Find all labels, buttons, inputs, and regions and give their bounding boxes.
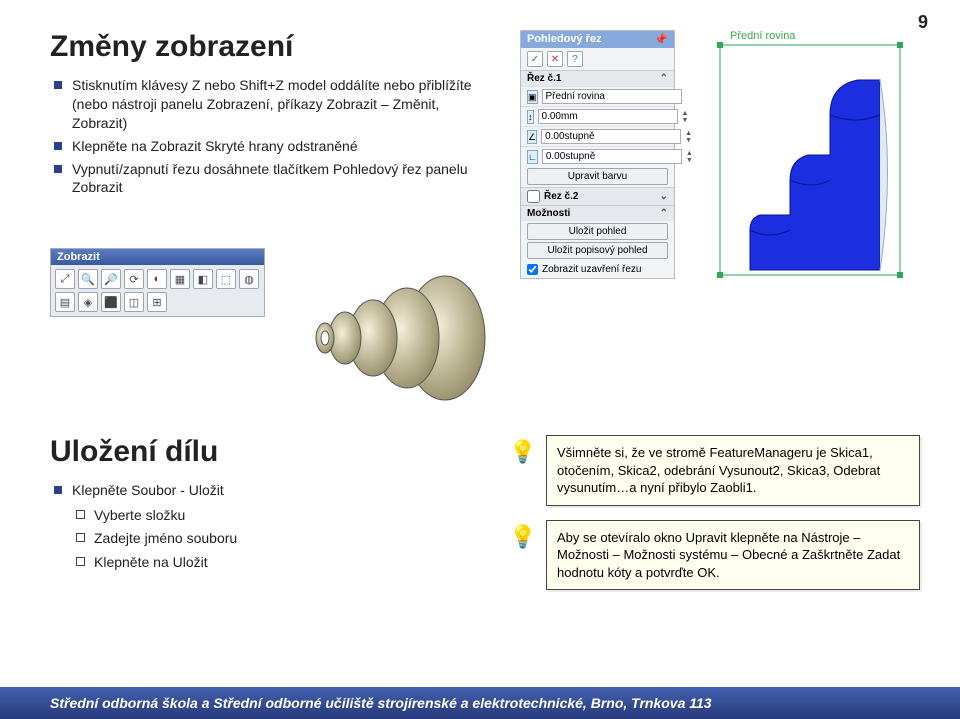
toolbar-icon[interactable]: ▦ [170,269,190,289]
section2-title: Uložení dílu [50,435,450,469]
panel-header: Pohledový řez 📌 [521,31,674,48]
section-view-panel: Pohledový řez 📌 ✓ ✕ ? Řez č.1⌃ ▣ ↕ ▲▼ ∠ … [520,30,675,279]
toolbar-icon[interactable]: ⬛ [101,292,121,312]
toolbar-icon[interactable]: ▤ [55,292,75,312]
lightbulb-icon: 💡 [510,435,536,469]
save-sub-3: Klepněte na Uložit [72,553,450,573]
callout-feature-tree: Všimněte si, že ve stromě FeatureManager… [546,435,920,506]
toolbar-icon[interactable]: ◈ [78,292,98,312]
toolbar-icon[interactable]: ⤢ [55,269,75,289]
view-toolbar-title: Zobrazit [51,249,264,265]
toolbar-icon[interactable]: 🔎 [101,269,121,289]
show-cap-checkbox[interactable] [527,264,538,275]
save-view-button[interactable]: Uložit pohled [527,223,668,240]
toolbar-icon[interactable]: ⊞ [147,292,167,312]
collapse-icon[interactable]: ⌃ [660,208,668,219]
panel-title: Pohledový řez [527,33,602,46]
save-bullet-text: Klepněte Soubor - Uložit [72,482,224,498]
show-cap-label: Zobrazit uzavření řezu [542,264,642,275]
sect1-label: Řez č.1 [527,73,561,84]
opts-label: Možnosti [527,208,570,219]
angle2-input[interactable] [542,149,682,164]
offset-icon[interactable]: ↕ [527,110,534,124]
bullet-2: Klepněte na Zobrazit Skryté hrany odstra… [50,137,490,156]
save-bullet: Klepněte Soubor - Uložit Vyberte složku … [50,481,450,573]
bullet-3: Vypnutí/zapnutí řezu dosáhnete tlačítkem… [50,160,490,198]
toolbar-icon[interactable]: ◫ [124,292,144,312]
plane-icon[interactable]: ▣ [527,90,538,104]
save-sub-1: Vyberte složku [72,506,450,526]
plane-input[interactable] [542,89,682,104]
edit-color-button[interactable]: Upravit barvu [527,168,668,185]
toolbar-icon[interactable]: ◐ [147,269,167,289]
save-sub-2: Zadejte jméno souboru [72,529,450,549]
angle1-icon[interactable]: ∠ [527,130,537,144]
cutaway-3d-view: Přední rovina [690,30,920,300]
panel-pin-icon[interactable]: 📌 [654,33,668,46]
cutaway-model-svg [690,30,920,300]
collapse-icon[interactable]: ⌃ [660,73,668,84]
spin-down-icon[interactable]: ▼ [682,117,689,124]
save-annot-view-button[interactable]: Uložit popisový pohled [527,242,668,259]
front-plane-label: Přední rovina [730,30,795,42]
footer: Střední odborná škola a Střední odborné … [0,687,960,719]
toolbar-icon[interactable]: ⬚ [216,269,236,289]
help-icon[interactable]: ? [567,51,583,67]
collapse-icon[interactable]: ⌄ [660,191,668,202]
spin-up-icon[interactable]: ▲ [682,110,689,117]
toolbar-icon[interactable]: ◧ [193,269,213,289]
cancel-icon[interactable]: ✕ [547,51,563,67]
sect2-checkbox[interactable] [527,190,540,203]
angle2-icon[interactable]: ∟ [527,150,538,164]
view-toolbar: Zobrazit ⤢ 🔍 🔎 ⟳ ◐ ▦ ◧ ⬚ ◍ ▤ ◈ ⬛ ◫ ⊞ [50,248,265,317]
angle1-input[interactable] [541,129,681,144]
ok-icon[interactable]: ✓ [527,51,543,67]
lower-block: Uložení dílu Klepněte Soubor - Uložit Vy… [50,435,920,604]
toolbar-icon[interactable]: ⟳ [124,269,144,289]
toolbar-icon[interactable]: 🔍 [78,269,98,289]
callout-options: Aby se otevíralo okno Upravit klepněte n… [546,520,920,591]
shaded-model-preview [295,260,495,415]
bullet-1: Stisknutím klávesy Z nebo Shift+Z model … [50,76,490,133]
offset-input[interactable] [538,109,678,124]
lightbulb-icon: 💡 [510,520,536,554]
sect2-label: Řez č.2 [544,191,578,202]
toolbar-icon[interactable]: ◍ [239,269,259,289]
